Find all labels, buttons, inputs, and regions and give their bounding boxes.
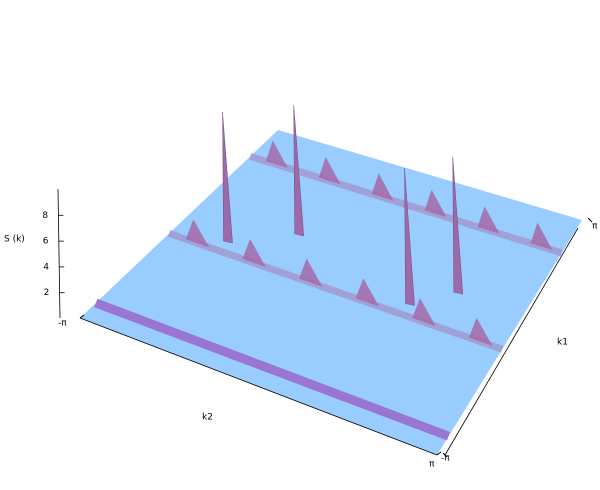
x-tick-label: π: [592, 222, 598, 232]
y-tick: [436, 451, 442, 456]
peak: [293, 104, 304, 237]
bump: [185, 219, 210, 248]
bump: [530, 222, 553, 251]
x-tick-label: -π: [441, 454, 450, 464]
peak: [404, 168, 415, 306]
z-tick-label: 4: [43, 262, 49, 272]
bump: [318, 156, 341, 185]
ridge: [94, 298, 451, 441]
bump: [371, 173, 394, 201]
z-axis: [57, 188, 61, 319]
z-axis-label: S (k): [4, 235, 25, 245]
bump: [477, 206, 500, 234]
x-tick: [587, 217, 593, 223]
z-tick-label: 8: [42, 211, 48, 221]
z-tick-label: 6: [43, 237, 49, 247]
y-tick-label: π: [429, 460, 435, 470]
bump: [424, 189, 447, 218]
peak: [222, 111, 233, 244]
bump: [242, 238, 266, 267]
y-axis: [79, 317, 438, 456]
bump: [265, 140, 288, 168]
y-tick: [79, 314, 85, 319]
y-tick-label: -π: [58, 319, 67, 329]
bump: [299, 258, 323, 287]
x-axis-label: k1: [557, 338, 568, 348]
bump: [412, 298, 436, 327]
x-tick: [442, 452, 448, 458]
bump: [355, 278, 379, 307]
y-axis-label: k2: [202, 413, 213, 423]
bump: [468, 317, 493, 346]
x-axis: [444, 227, 579, 456]
z-tick-label: 2: [44, 288, 50, 298]
ridge: [167, 230, 504, 353]
peak: [452, 156, 464, 295]
